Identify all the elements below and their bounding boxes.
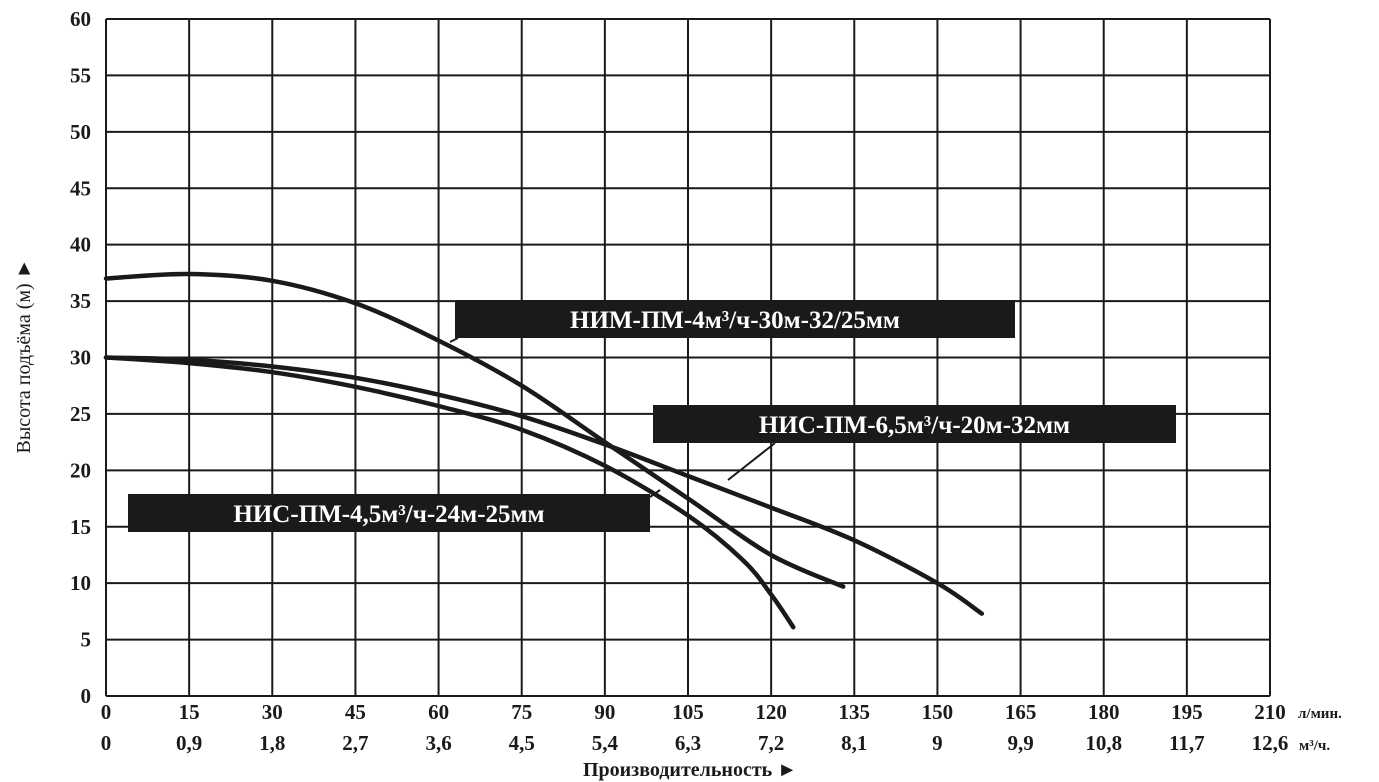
x-tick-label-primary: 15 — [179, 700, 200, 724]
x-tick-label-secondary: 9 — [932, 731, 943, 755]
x-unit-secondary: м³/ч. — [1299, 738, 1330, 754]
series-label-leader — [649, 489, 661, 498]
x-tick-label-primary: 105 — [672, 700, 704, 724]
x-tick-label-primary: 30 — [262, 700, 283, 724]
x-tick-label-primary: 195 — [1171, 700, 1203, 724]
x-tick-label-secondary: 11,7 — [1169, 731, 1205, 755]
x-tick-label-primary: 210 — [1254, 700, 1286, 724]
y-tick-label: 10 — [70, 571, 91, 595]
x-tick-label-secondary: 2,7 — [342, 731, 368, 755]
x-tick-label-secondary: 7,2 — [758, 731, 784, 755]
y-tick-label: 40 — [70, 233, 91, 257]
y-tick-label: 35 — [70, 289, 91, 313]
y-tick-label: 20 — [70, 458, 91, 482]
series-label-leader — [449, 337, 459, 343]
y-tick-label: 55 — [70, 63, 91, 87]
x-tick-label-secondary: 3,6 — [425, 731, 451, 755]
x-tick-label-secondary: 6,3 — [675, 731, 701, 755]
x-tick-label-secondary: 8,1 — [841, 731, 867, 755]
series-label: НИС-ПМ-4,5м³/ч-24м-25мм — [233, 501, 544, 528]
y-tick-label: 45 — [70, 176, 91, 200]
x-tick-label-secondary: 1,8 — [259, 731, 285, 755]
x-tick-label-secondary: 12,6 — [1252, 731, 1289, 755]
x-tick-label-primary: 60 — [428, 700, 449, 724]
x-tick-labels: 0 0 15 0,9 30 1,8 45 2,7 60 3,6 75 4,5 90 5,4 105 6,3 12… — [101, 700, 1289, 755]
y-tick-label: 25 — [70, 402, 91, 426]
series-line-1 — [103, 271, 846, 589]
x-tick-label-primary: 165 — [1005, 700, 1037, 724]
x-tick-label-secondary: 5,4 — [592, 731, 619, 755]
x-tick-label-primary: 180 — [1088, 700, 1120, 724]
x-tick-label-primary: 45 — [345, 700, 366, 724]
x-tick-label-primary: 120 — [755, 700, 787, 724]
series-label: НИС-ПМ-6,5м³/ч-20м-32мм — [759, 412, 1070, 439]
x-tick-label-secondary: 0,9 — [176, 731, 202, 755]
series-label-leader — [727, 442, 776, 481]
x-tick-label-primary: 90 — [594, 700, 615, 724]
y-tick-label: 30 — [70, 346, 91, 370]
x-tick-label-primary: 135 — [839, 700, 871, 724]
y-axis-title: Высота подъёма (м) ► — [13, 259, 35, 454]
x-tick-label-secondary: 10,8 — [1085, 731, 1122, 755]
series-label-box — [653, 405, 1176, 443]
x-tick-label-primary: 150 — [922, 700, 954, 724]
x-tick-label-secondary: 0 — [101, 731, 112, 755]
x-tick-label-secondary: 4,5 — [509, 731, 535, 755]
y-tick-label: 50 — [70, 120, 91, 144]
y-tick-label: 5 — [81, 628, 92, 652]
series-line-2 — [103, 355, 985, 616]
x-tick-label-primary: 75 — [511, 700, 532, 724]
series-label-box — [128, 494, 650, 532]
curves — [103, 271, 985, 630]
y-tick-label: 0 — [81, 684, 92, 708]
series-label: НИМ-ПМ-4м³/ч-30м-32/25мм — [570, 307, 900, 334]
y-tick-label: 60 — [70, 7, 91, 31]
x-tick-label-secondary: 9,9 — [1007, 731, 1033, 755]
series-line-3 — [103, 355, 796, 630]
y-tick-label: 15 — [70, 515, 91, 539]
x-axis-title: Производительность ► — [583, 759, 797, 781]
grid-layer — [105, 18, 1271, 697]
x-tick-label-primary: 0 — [101, 700, 112, 724]
series-labels: НИМ-ПМ-4м³/ч-30м-32/25мм НИС-ПМ-6,5м³/ч-2… — [128, 300, 1176, 532]
x-unit-primary: л/мин. — [1298, 706, 1342, 722]
series-label-box — [455, 300, 1015, 338]
y-tick-labels: 0 5 10 15 20 25 30 35 40 45 50 55 60 — [70, 7, 91, 708]
